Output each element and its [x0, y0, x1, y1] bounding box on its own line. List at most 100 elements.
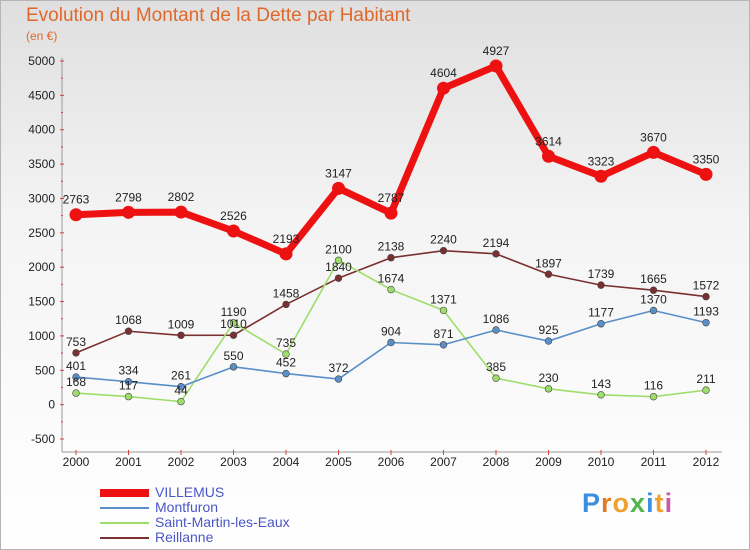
- data-point-villemus: [647, 145, 660, 159]
- data-point-montfuron: [334, 375, 343, 383]
- data-point-montfuron: [492, 326, 500, 334]
- data-label-montfuron: 372: [328, 361, 348, 375]
- data-point-villemus: [227, 224, 240, 238]
- data-label-reillanne: 1068: [115, 313, 142, 327]
- data-point-montfuron: [702, 318, 710, 327]
- data-point-saint-martin-les-eaux: [439, 306, 448, 315]
- legend-label: Saint-Martin-les-Eaux: [155, 514, 290, 530]
- data-label-saint-martin-les-eaux: 385: [486, 360, 506, 374]
- logo-letter: r: [601, 488, 613, 518]
- x-tick-label: 2001: [115, 455, 142, 469]
- data-label-reillanne: 2240: [430, 233, 457, 247]
- logo-letter: i: [664, 488, 674, 518]
- x-tick-label: 2003: [220, 455, 247, 469]
- data-point-reillanne: [177, 331, 185, 339]
- y-tick-label: 4000: [28, 123, 55, 137]
- data-point-montfuron: [282, 369, 290, 378]
- data-label-montfuron: 1086: [483, 312, 510, 326]
- data-point-montfuron: [387, 338, 395, 347]
- chart-title: Evolution du Montant de la Dette par Hab…: [26, 5, 411, 26]
- data-point-reillanne: [649, 286, 658, 294]
- data-point-reillanne: [597, 281, 605, 289]
- y-tick-label: 5000: [28, 54, 55, 68]
- data-label-reillanne: 2138: [378, 240, 405, 254]
- x-tick-label: 2000: [63, 455, 90, 469]
- data-label-villemus: 4604: [430, 66, 457, 80]
- y-tick-label: 1000: [28, 329, 55, 343]
- data-point-villemus: [594, 169, 608, 183]
- data-label-villemus: 2798: [115, 190, 142, 204]
- data-point-reillanne: [544, 270, 553, 278]
- x-tick-label: 2012: [693, 455, 720, 469]
- data-label-montfuron: 452: [276, 356, 296, 370]
- x-tick-label: 2008: [483, 455, 510, 469]
- y-tick-label: 3500: [28, 157, 55, 171]
- data-label-montfuron: 871: [433, 327, 453, 341]
- data-label-villemus: 3323: [588, 154, 615, 168]
- x-tick-label: 2009: [535, 455, 562, 469]
- data-label-montfuron: 401: [66, 359, 86, 373]
- data-point-reillanne: [282, 300, 290, 309]
- data-point-reillanne: [72, 349, 80, 357]
- data-point-reillanne: [334, 274, 343, 282]
- logo-letter: i: [646, 488, 655, 518]
- y-tick-label: 4500: [28, 88, 55, 102]
- data-label-reillanne: 753: [66, 335, 86, 349]
- data-point-saint-martin-les-eaux: [492, 374, 500, 382]
- x-tick-label: 2005: [325, 455, 352, 469]
- logo-letter: o: [612, 488, 631, 518]
- data-point-montfuron: [544, 337, 553, 345]
- data-point-montfuron: [229, 363, 238, 371]
- legend-swatch: [100, 537, 149, 539]
- data-point-villemus: [437, 81, 450, 95]
- data-label-montfuron: 925: [538, 323, 558, 337]
- data-point-reillanne: [229, 331, 238, 339]
- data-label-reillanne: 1458: [273, 286, 300, 300]
- data-point-reillanne: [124, 327, 133, 335]
- data-point-villemus: [542, 149, 555, 163]
- data-point-montfuron: [177, 382, 185, 391]
- x-tick-label: 2004: [273, 455, 300, 469]
- legend-label: Reillanne: [155, 529, 214, 545]
- x-tick-label: 2007: [430, 455, 457, 469]
- data-label-saint-martin-les-eaux: 44: [174, 384, 188, 398]
- data-point-villemus: [174, 205, 188, 219]
- data-label-montfuron: 334: [118, 364, 138, 378]
- data-label-reillanne: 1572: [693, 279, 720, 293]
- data-label-saint-martin-les-eaux: 230: [538, 371, 558, 385]
- data-label-saint-martin-les-eaux: 1371: [430, 292, 457, 306]
- data-point-saint-martin-les-eaux: [282, 350, 290, 358]
- data-label-reillanne: 1010: [220, 317, 247, 331]
- data-label-reillanne: 2194: [483, 236, 510, 250]
- y-tick-label: 2000: [28, 260, 55, 274]
- data-label-reillanne: 1009: [168, 317, 195, 331]
- data-label-reillanne: 1739: [588, 267, 615, 281]
- data-point-saint-martin-les-eaux: [124, 392, 133, 401]
- data-label-montfuron: 1370: [640, 292, 667, 306]
- logo-letter: x: [630, 488, 647, 518]
- data-label-saint-martin-les-eaux: 117: [119, 379, 138, 393]
- data-label-saint-martin-les-eaux: 116: [644, 379, 663, 393]
- data-label-montfuron: 1193: [693, 305, 719, 319]
- x-tick-label: 2002: [168, 455, 195, 469]
- y-tick-label: 3000: [28, 191, 55, 205]
- data-point-reillanne: [387, 253, 395, 262]
- x-tick-label: 2006: [378, 455, 405, 469]
- y-tick-label: 0: [48, 398, 55, 412]
- data-point-reillanne: [439, 246, 448, 255]
- data-point-saint-martin-les-eaux: [72, 389, 80, 397]
- data-label-villemus: 2526: [220, 209, 247, 223]
- data-label-montfuron: 1177: [588, 306, 614, 320]
- data-point-saint-martin-les-eaux: [544, 385, 553, 393]
- y-tick-label: 2500: [28, 226, 55, 240]
- data-label-villemus: 2763: [63, 193, 90, 207]
- data-point-villemus: [332, 181, 345, 195]
- logo-letter: t: [654, 488, 665, 518]
- y-tick-label: 1500: [28, 295, 55, 309]
- data-label-villemus: 3147: [325, 166, 352, 180]
- data-point-reillanne: [492, 250, 500, 258]
- data-point-villemus: [384, 206, 398, 220]
- legend-label: VILLEMUS: [155, 484, 225, 500]
